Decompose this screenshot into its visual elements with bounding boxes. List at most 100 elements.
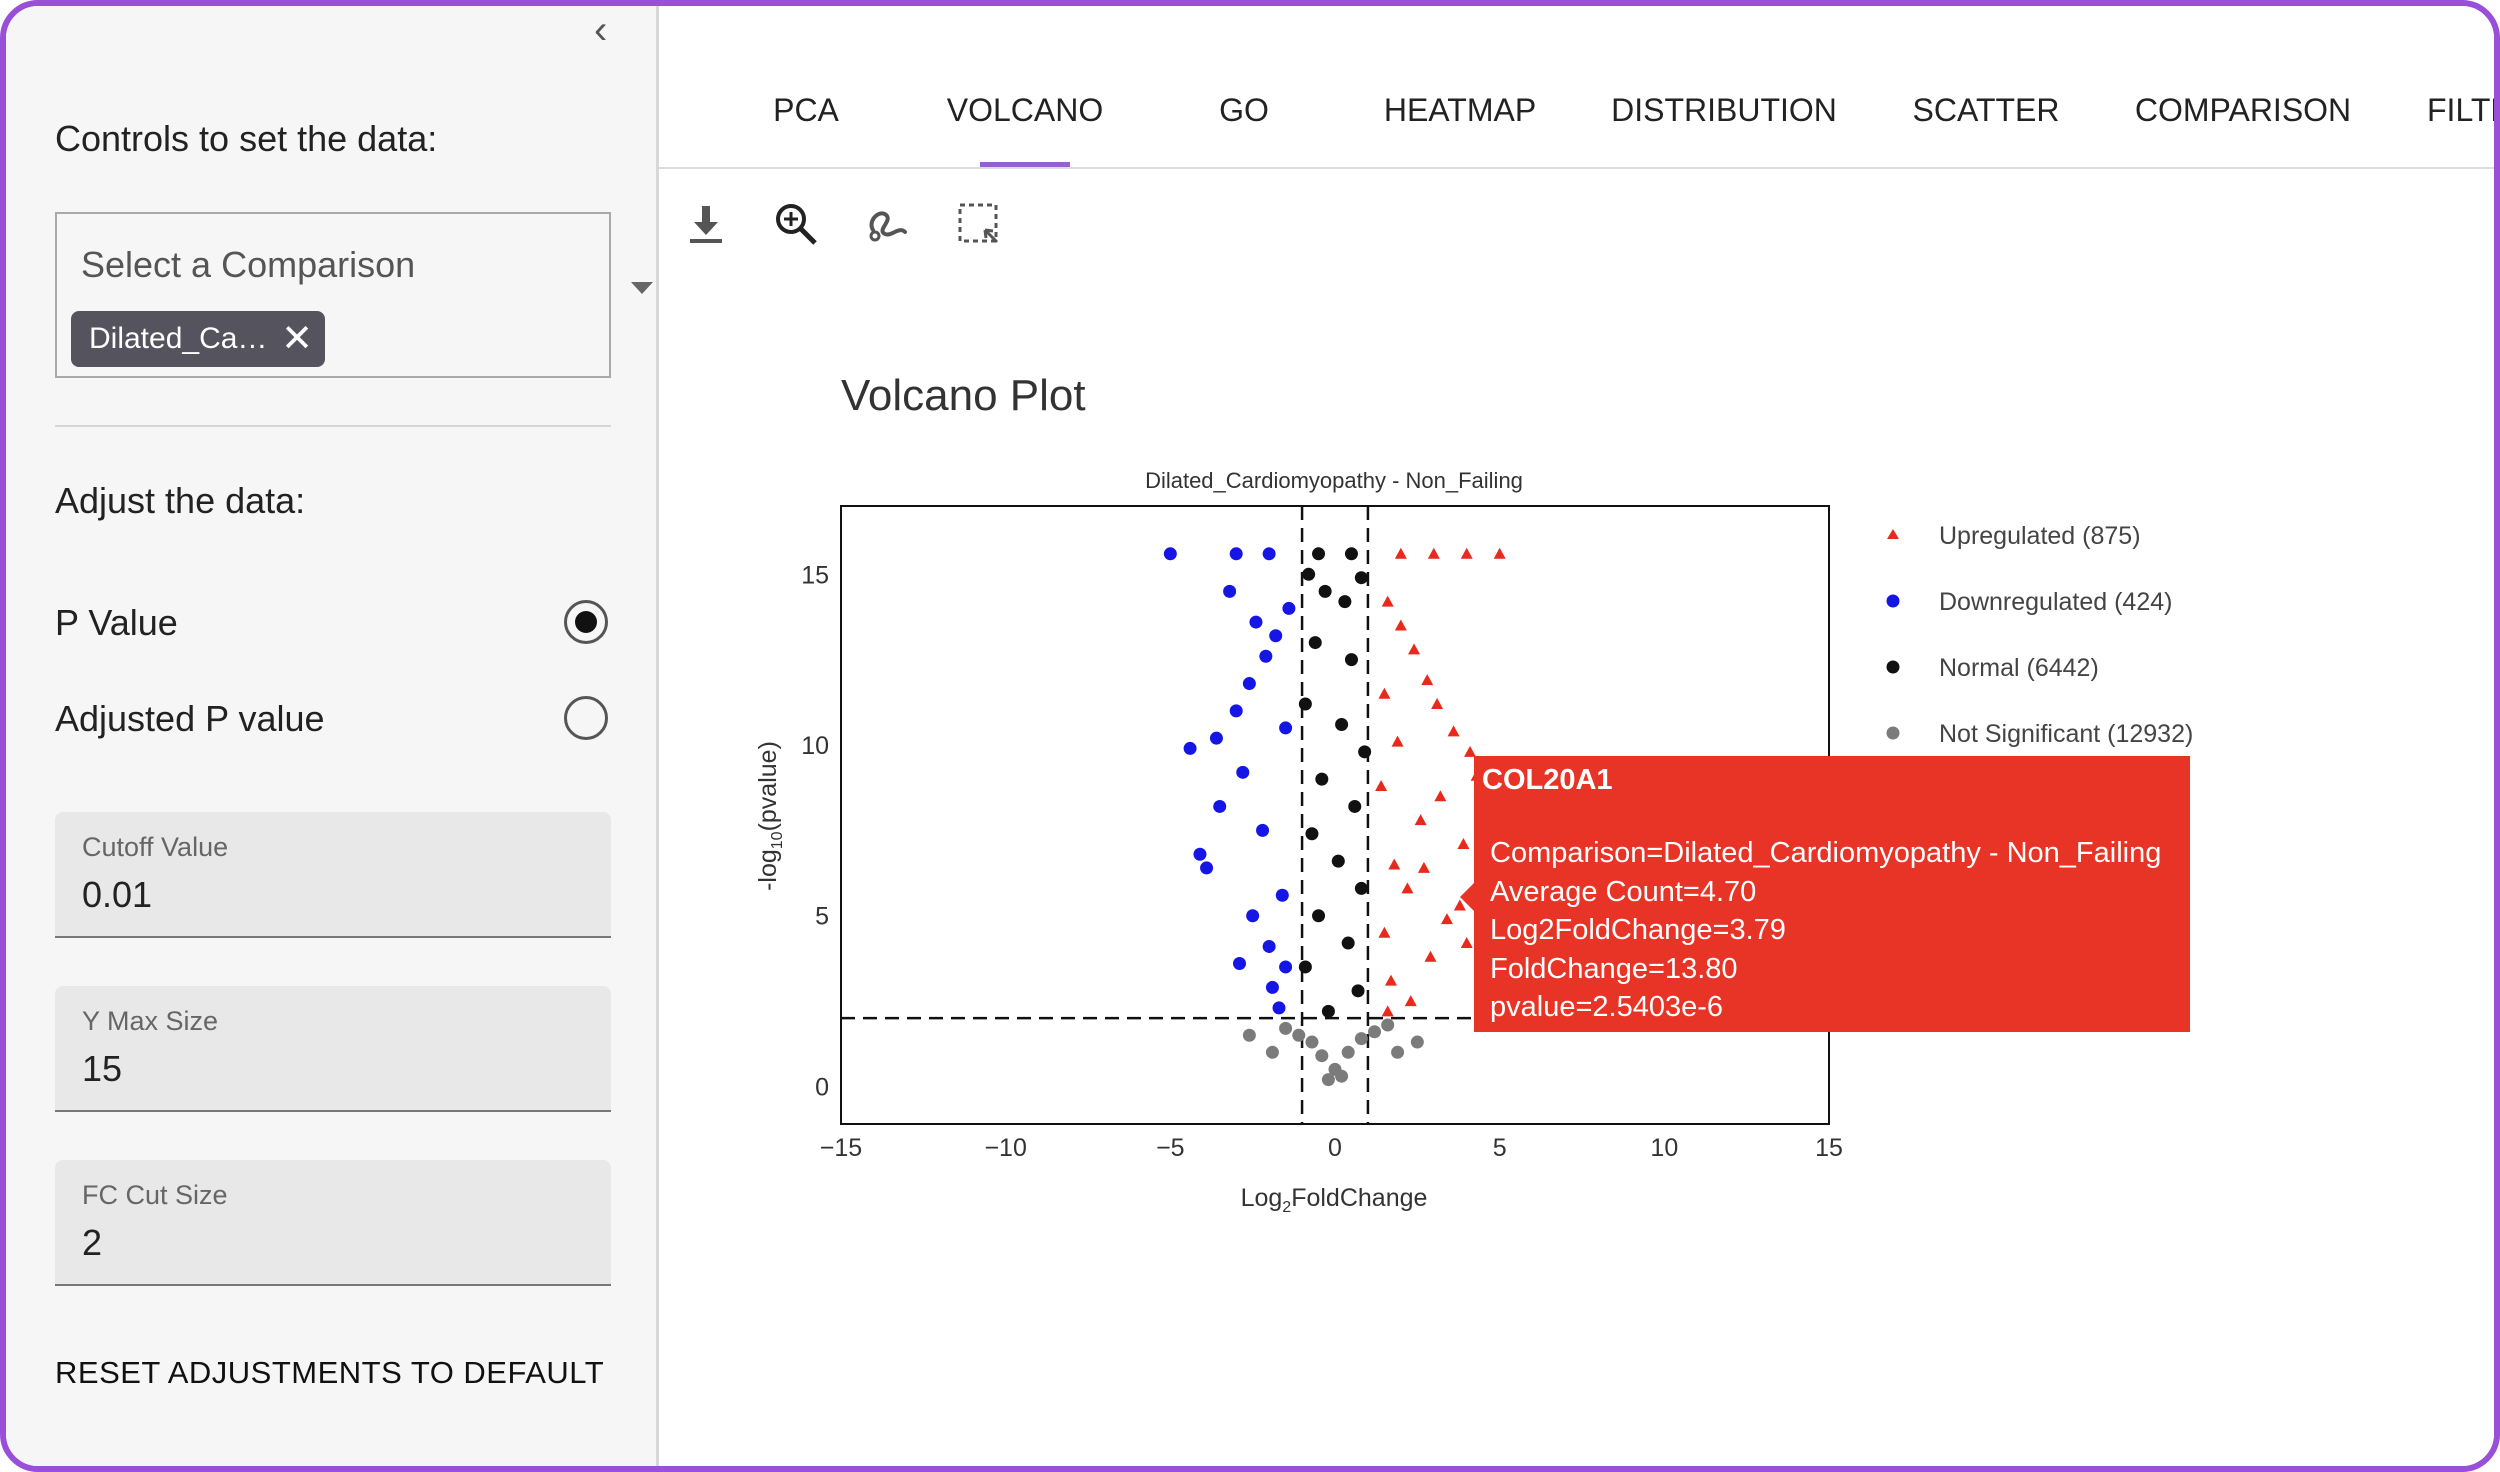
data-point	[1321, 1004, 1335, 1018]
data-point	[1200, 861, 1214, 875]
tooltip-caret	[1460, 883, 1474, 911]
y-max-size-field[interactable]: Y Max Size 15	[55, 986, 611, 1112]
data-point	[1242, 1028, 1256, 1042]
data-point	[1163, 547, 1177, 561]
data-point	[1410, 1035, 1424, 1049]
data-point	[1335, 718, 1349, 732]
plot-heading: Volcano Plot	[841, 371, 1086, 420]
data-point	[1308, 636, 1322, 650]
data-point	[1335, 1069, 1349, 1083]
data-point	[1229, 704, 1243, 718]
data-point	[1232, 957, 1246, 971]
data-point	[1223, 584, 1237, 598]
data-point	[1315, 1049, 1329, 1063]
data-point-triangle	[1493, 547, 1506, 559]
tab-heatmap[interactable]: HEATMAP	[1383, 92, 1537, 128]
cutoff-value-field[interactable]: Cutoff Value 0.01	[55, 812, 611, 938]
tab-scatter[interactable]: SCATTER	[1912, 92, 2060, 128]
data-point-triangle	[1408, 643, 1421, 655]
x-tick-label: 15	[1815, 1134, 1843, 1162]
legend-label: Normal (6442)	[1939, 654, 2099, 682]
tab-go[interactable]: GO	[1219, 92, 1269, 128]
tooltip-line: Log2FoldChange=3.79	[1490, 914, 1786, 946]
field-value[interactable]: 0.01	[82, 874, 153, 915]
comparison-chip[interactable]: Dilated_Ca… ✕	[71, 311, 325, 367]
data-point-triangle	[1460, 547, 1473, 559]
y-tick-label: 5	[815, 903, 829, 931]
data-point-triangle	[1375, 779, 1388, 791]
data-point	[1262, 547, 1276, 561]
field-value[interactable]: 15	[82, 1048, 123, 1089]
chip-remove-icon[interactable]: ✕	[281, 318, 313, 360]
data-point-triangle	[1434, 790, 1447, 802]
download-icon[interactable]	[682, 200, 730, 248]
adjust-title: Adjust the data:	[55, 480, 306, 521]
data-point-triangle	[1404, 995, 1417, 1007]
data-point	[1358, 745, 1372, 759]
radio-p-value[interactable]	[564, 600, 608, 644]
data-point	[1249, 615, 1263, 629]
x-axis-label: Log2FoldChange	[1241, 1184, 1428, 1216]
tab-filter[interactable]: FILTE	[2427, 92, 2494, 128]
data-point	[1341, 1045, 1355, 1059]
tab-comparison[interactable]: COMPARISON	[2134, 92, 2352, 128]
data-point	[1183, 741, 1197, 755]
data-point	[1265, 980, 1279, 994]
x-tick-label: 10	[1650, 1134, 1678, 1162]
zoom-icon[interactable]	[772, 200, 820, 248]
y-tick-label: 15	[801, 561, 829, 589]
lasso-icon[interactable]	[863, 200, 911, 248]
data-point-triangle	[1384, 974, 1397, 986]
tooltip-line: Comparison=Dilated_Cardiomyopathy - Non_…	[1490, 837, 2162, 869]
dropdown-arrow-icon[interactable]	[631, 282, 653, 294]
y-tick-label: 0	[815, 1073, 829, 1101]
radio-label-p-value[interactable]: P Value	[55, 602, 178, 643]
tab-distribution[interactable]: DISTRIBUTION	[1611, 92, 1837, 128]
x-tick-label: −10	[984, 1134, 1026, 1162]
data-point-triangle	[1401, 882, 1414, 894]
active-tab-indicator	[980, 162, 1070, 167]
comparison-placeholder: Select a Comparison	[81, 244, 416, 285]
data-point	[1302, 567, 1316, 581]
data-point-triangle	[1381, 1005, 1394, 1017]
data-point-triangle	[1394, 547, 1407, 559]
data-point-triangle	[1378, 926, 1391, 938]
comparison-select[interactable]: Select a Comparison Dilated_Ca… ✕	[55, 212, 611, 378]
tab-pca[interactable]: PCA	[773, 92, 839, 128]
data-point	[1331, 854, 1345, 868]
select-box-icon[interactable]	[955, 200, 1003, 248]
tooltip-title: COL20A1	[1482, 764, 1613, 796]
x-tick-label: 5	[1493, 1134, 1507, 1162]
main-panel: PCA VOLCANO GO HEATMAP DISTRIBUTION SCAT…	[659, 6, 2494, 1466]
data-point	[1305, 1035, 1319, 1049]
radio-label-adjusted-p-value[interactable]: Adjusted P value	[55, 698, 325, 739]
data-point	[1262, 939, 1276, 953]
tab-volcano[interactable]: VOLCANO	[946, 92, 1104, 128]
fc-cut-size-field[interactable]: FC Cut Size 2	[55, 1160, 611, 1286]
legend-marker	[1886, 594, 1900, 608]
data-point-triangle	[1394, 619, 1407, 631]
data-point	[1213, 799, 1227, 813]
reset-button[interactable]: RESET ADJUSTMENTS TO DEFAULT	[55, 1355, 605, 1390]
chart-title: Dilated_Cardiomyopathy - Non_Failing	[1145, 468, 1523, 493]
x-tick-label: −15	[820, 1134, 862, 1162]
legend-marker	[1887, 529, 1899, 539]
data-point	[1338, 595, 1352, 609]
field-value[interactable]: 2	[82, 1222, 103, 1263]
data-point	[1368, 1025, 1382, 1039]
data-point	[1242, 677, 1256, 691]
data-point	[1312, 909, 1326, 923]
chip-label: Dilated_Ca…	[89, 322, 268, 355]
radio-adjusted-p-value[interactable]	[564, 696, 608, 740]
data-point	[1279, 960, 1293, 974]
data-point	[1348, 799, 1362, 813]
legend-marker	[1886, 726, 1900, 740]
data-point	[1354, 571, 1368, 585]
data-point	[1391, 1045, 1405, 1059]
data-point-triangle	[1424, 950, 1437, 962]
legend-label: Downregulated (424)	[1939, 588, 2172, 616]
chevron-left-icon[interactable]: ‹	[594, 8, 608, 52]
data-point	[1318, 584, 1332, 598]
tab-divider	[659, 167, 2494, 169]
data-point	[1256, 823, 1270, 837]
